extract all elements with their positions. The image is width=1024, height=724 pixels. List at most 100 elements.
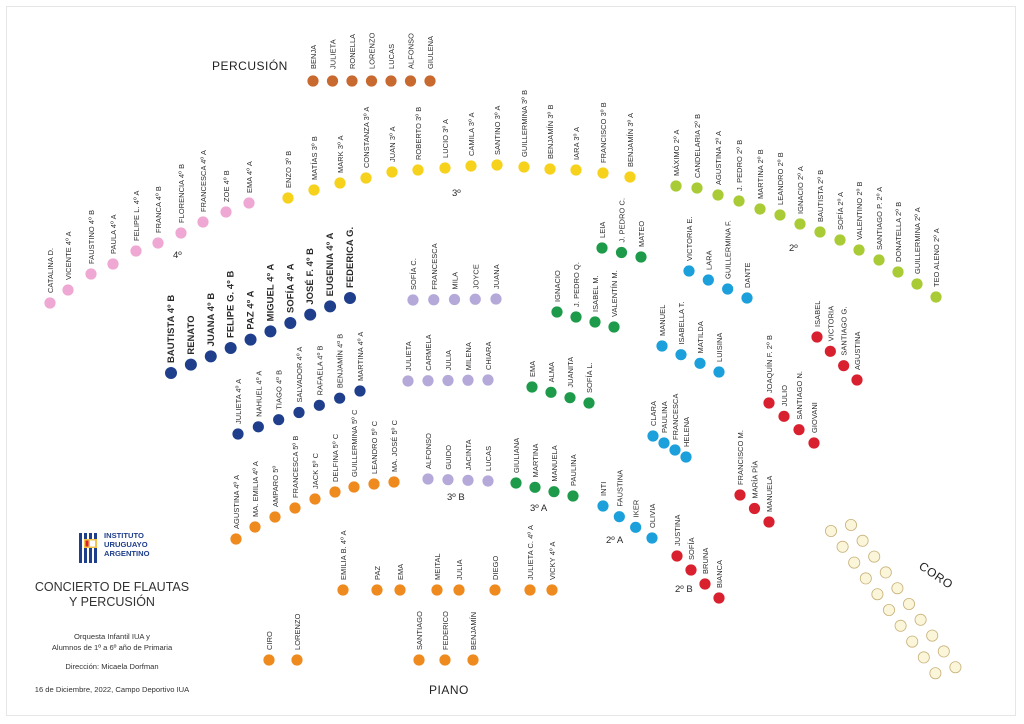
seat-label: MA. EMILIA 4º A: [251, 461, 260, 517]
seat-label: SANTIAGO G.: [840, 307, 849, 356]
group-cyan: VICTORIA E. LARA GUILLERMINA F. DANTE MANUEL…: [597, 217, 753, 544]
seat-label: CANDELARIA 2º B: [693, 114, 702, 178]
choir-seat: [906, 635, 919, 648]
group-navy: BAUTISTA 4º B RENATO JUANA 4º B FELIPE G. 4…: [165, 227, 366, 440]
concert-title: CONCIERTO DE FLAUTAS Y PERCUSIÓN: [0, 580, 224, 610]
seat-label: LUCAS: [387, 44, 396, 69]
seat: [567, 490, 579, 502]
seat: [597, 167, 609, 179]
seat-label: EMA: [528, 361, 537, 377]
seat: [583, 397, 595, 409]
seat-label: SOFÍA 4º A: [284, 263, 295, 313]
seat-label: ALFONSO: [407, 33, 416, 69]
seat: [249, 521, 261, 533]
seat-label: LORENZO: [368, 32, 377, 69]
seat: [252, 421, 264, 433]
seat-label: AMPARO 5º: [271, 466, 280, 507]
seat: [794, 218, 806, 230]
seat-label: SOFÍA: [687, 537, 696, 560]
seat-label: DELFINA 5º C: [331, 433, 340, 482]
seat-label: SANTIAGO N.: [795, 371, 804, 420]
seat: [793, 424, 805, 436]
seat-label: MATEO: [637, 221, 646, 247]
seat-label: OLIVIA: [648, 504, 657, 528]
logo-line-2: URUGUAYO: [104, 540, 148, 549]
group-label-2: 2º: [789, 243, 798, 254]
seat-label: JULIETA: [404, 341, 413, 371]
group-label-3b: 3º B: [447, 492, 465, 503]
choir-seat: [848, 556, 861, 569]
seat: [368, 478, 380, 490]
seat-label: FRANCESCA 5º B: [291, 436, 300, 498]
seat: [529, 481, 541, 493]
seat: [838, 360, 850, 372]
seat-label: JULIETA 4º A: [234, 379, 243, 424]
seat: [402, 375, 414, 387]
seat: [671, 550, 683, 562]
seat: [85, 268, 97, 280]
seat-label: LARA: [704, 250, 713, 270]
seat-label: CHIARA: [484, 341, 493, 370]
choir-seat: [883, 604, 896, 617]
seat-label: PAULINA: [660, 401, 669, 433]
seat-label: CATALINA D.: [46, 248, 55, 293]
seat: [263, 654, 275, 666]
seat-label: MARTINA: [531, 444, 540, 478]
seat: [431, 584, 443, 596]
seat-label: ROBERTO 3º B: [414, 107, 423, 160]
seat: [691, 182, 703, 194]
seat: [224, 342, 237, 354]
seat: [546, 584, 558, 596]
choir-seat: [929, 667, 942, 680]
seat-label: JULIA: [455, 559, 464, 580]
seat-label: PAZ: [373, 565, 382, 580]
seat-label: JOAQUÍN F. 2º B: [765, 335, 774, 393]
seat: [462, 474, 474, 486]
seat: [204, 350, 217, 363]
seat: [394, 584, 406, 596]
seat-label: GUILLERMINA 2º A: [913, 207, 922, 274]
seat-label: EUGENIA 4º A: [324, 232, 335, 296]
choir-seat: [891, 582, 904, 595]
seat: [365, 75, 378, 87]
seat: [273, 414, 285, 426]
seat: [243, 197, 255, 209]
title-line-1: CONCIERTO DE FLAUTAS: [34, 580, 190, 594]
seat-label: LEIA: [598, 222, 607, 238]
group-label-2b: 2º B: [675, 584, 693, 595]
seat: [722, 283, 734, 295]
seat-label: ISABEL M.: [591, 275, 600, 312]
seat: [344, 292, 356, 304]
seat: [824, 345, 836, 357]
seat-label: GUILLERMINA 5º C: [350, 409, 359, 477]
seat-label: FRANCISCO 3º B: [599, 102, 608, 163]
seat: [304, 308, 317, 321]
seat-label: LUISINA: [715, 333, 724, 362]
seat-label: VICTORIA E.: [685, 217, 694, 262]
seat: [307, 75, 319, 87]
seat: [570, 311, 582, 323]
seat-label: SANTIAGO P. 2º A: [875, 187, 884, 250]
seat-label: LEANDRO 2º B: [776, 152, 785, 205]
seat-label: BENJAMÍN 3º B: [546, 104, 555, 159]
seat: [510, 477, 522, 489]
seat-label: IARA 3º A: [572, 127, 581, 160]
seat-label: EMILIA B. 4º A: [339, 530, 348, 580]
seat: [646, 532, 658, 544]
seat-label: BAUTISTA 2º B: [816, 170, 825, 222]
seat-label: MILA: [451, 272, 460, 290]
group-orange: AGUSTINA 4º A MA. EMILIA 4º A AMPARO 5º FRA…: [230, 409, 558, 666]
seat-label: PAZ 4º A: [245, 290, 256, 329]
seat: [774, 209, 786, 221]
seat: [326, 75, 339, 87]
seat-label: J. PEDRO Q.: [572, 262, 581, 307]
seat: [175, 227, 187, 239]
choir-seat: [845, 519, 858, 532]
seat: [694, 357, 706, 369]
seat-label: MÁXIMO 2º A: [672, 129, 681, 176]
seat-label: SANTIAGO: [415, 611, 424, 650]
seat-label: JOYCE: [471, 264, 480, 289]
seat: [289, 502, 301, 514]
seat: [683, 265, 695, 277]
